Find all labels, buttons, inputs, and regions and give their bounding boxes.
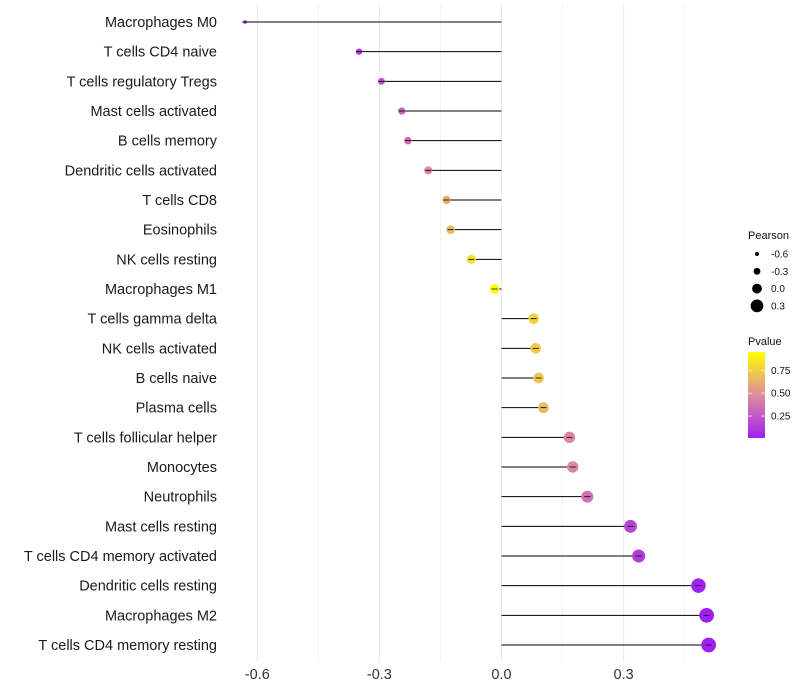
category-label: Macrophages M0 [105, 15, 217, 31]
size-legend-label: 0.3 [771, 301, 785, 312]
category-label: T cells CD4 naive [104, 45, 217, 61]
category-label: Mast cells resting [105, 519, 217, 535]
color-legend-label: 0.75 [771, 366, 791, 377]
size-legend-label: -0.3 [771, 267, 789, 278]
category-label: Eosinophils [143, 223, 217, 239]
size-legend-title: Pearson [748, 230, 789, 242]
category-label: Macrophages M2 [105, 608, 217, 624]
category-label: Mast cells activated [90, 104, 217, 120]
category-label: B cells memory [118, 134, 218, 150]
category-label: Monocytes [147, 460, 217, 476]
category-label: Neutrophils [144, 490, 217, 506]
size-legend-dot [755, 252, 759, 256]
category-label: NK cells activated [102, 341, 217, 357]
category-label: T cells regulatory Tregs [67, 74, 217, 90]
category-label: Dendritic cells resting [79, 579, 217, 595]
size-legend-label: -0.6 [771, 250, 789, 261]
size-legend-dot [752, 283, 762, 294]
x-tick-label: 0.0 [491, 667, 511, 683]
size-legend-label: 0.0 [771, 284, 785, 295]
category-label: Plasma cells [136, 401, 217, 417]
category-label: Dendritic cells activated [65, 163, 217, 179]
size-legend-dot [750, 299, 764, 313]
category-label: T cells gamma delta [88, 312, 218, 328]
category-label: B cells naive [136, 371, 217, 387]
color-legend-label: 0.50 [771, 389, 791, 400]
color-legend-bar [748, 352, 765, 438]
category-label: T cells CD4 memory activated [24, 549, 217, 565]
color-legend-label: 0.25 [771, 412, 791, 423]
category-label: Macrophages M1 [105, 282, 217, 298]
category-label: NK cells resting [116, 252, 217, 268]
size-legend-dot [753, 267, 761, 275]
category-label: T cells CD8 [142, 193, 217, 209]
category-label: T cells follicular helper [74, 430, 217, 446]
x-tick-label: -0.3 [367, 667, 392, 683]
color-legend-title: Pvalue [748, 336, 782, 348]
x-tick-label: -0.6 [245, 667, 270, 683]
x-tick-label: 0.3 [614, 667, 634, 683]
category-label: T cells CD4 memory resting [38, 638, 217, 654]
